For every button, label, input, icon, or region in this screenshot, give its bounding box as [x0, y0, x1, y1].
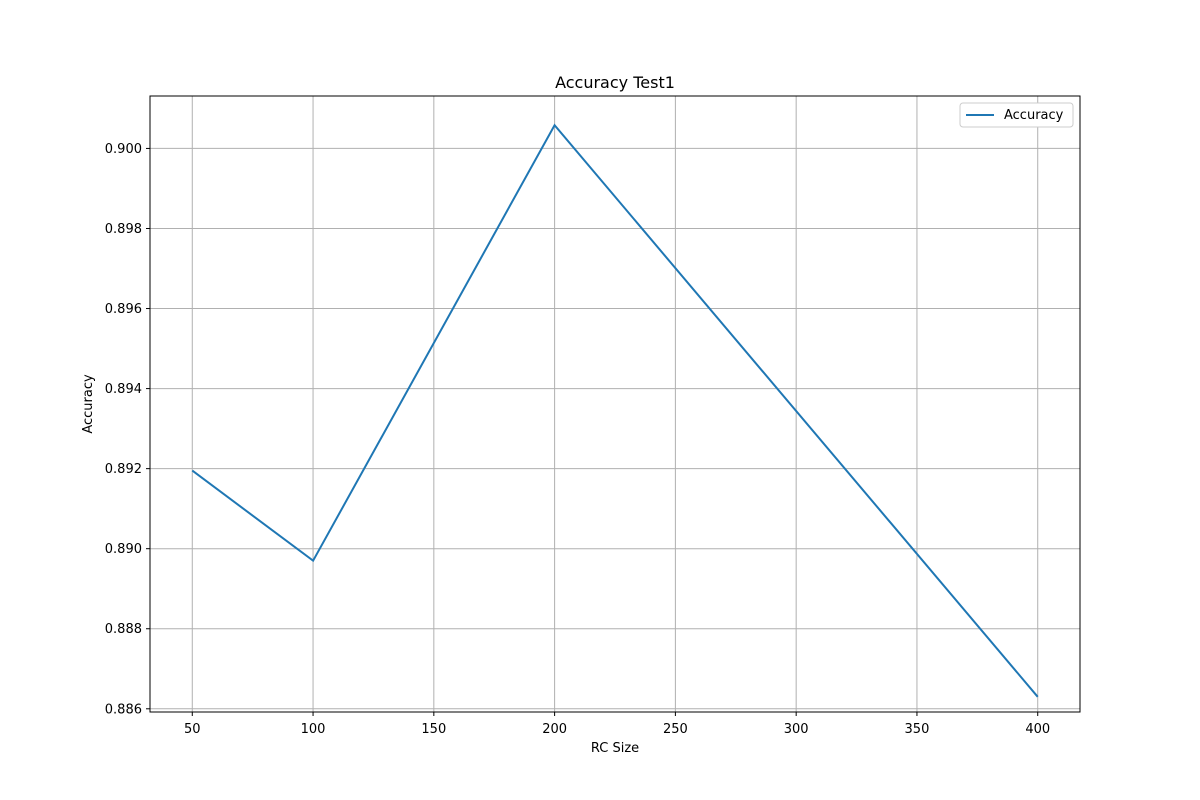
y-tick-label: 0.900 [105, 142, 142, 157]
y-tick-label: 0.896 [105, 302, 142, 317]
y-tick-label: 0.892 [105, 462, 142, 477]
y-tick-label: 0.894 [105, 382, 142, 397]
x-tick-label: 400 [1025, 722, 1050, 737]
x-tick-label: 50 [184, 722, 201, 737]
x-tick-label: 250 [663, 722, 688, 737]
x-tick-label: 300 [784, 722, 809, 737]
y-tick-label: 0.888 [105, 622, 142, 637]
x-tick-label: 200 [542, 722, 567, 737]
legend: Accuracy [959, 102, 1074, 128]
series-layer [191, 123, 1039, 698]
legend-label: Accuracy [1004, 108, 1064, 123]
x-axis: 50 100 150 200 250 300 350 400 [184, 712, 1050, 737]
y-tick-label: 0.898 [105, 222, 142, 237]
legend-box [959, 102, 1074, 128]
x-axis-label: RC Size [591, 741, 639, 756]
chart-title: Accuracy Test1 [555, 73, 675, 92]
y-axis-label: Accuracy [81, 374, 96, 434]
x-tick-label: 350 [905, 722, 930, 737]
grid [150, 96, 1080, 712]
x-tick-label: 100 [301, 722, 326, 737]
y-tick-label: 0.890 [105, 542, 142, 557]
series-line-accuracy [191, 123, 1039, 698]
x-tick-label: 150 [421, 722, 446, 737]
y-tick-label: 0.886 [105, 702, 142, 717]
plot-frame [149, 95, 1081, 713]
y-axis: 0.886 0.888 0.890 0.892 0.894 0.896 0.898 0.900 [105, 142, 150, 717]
